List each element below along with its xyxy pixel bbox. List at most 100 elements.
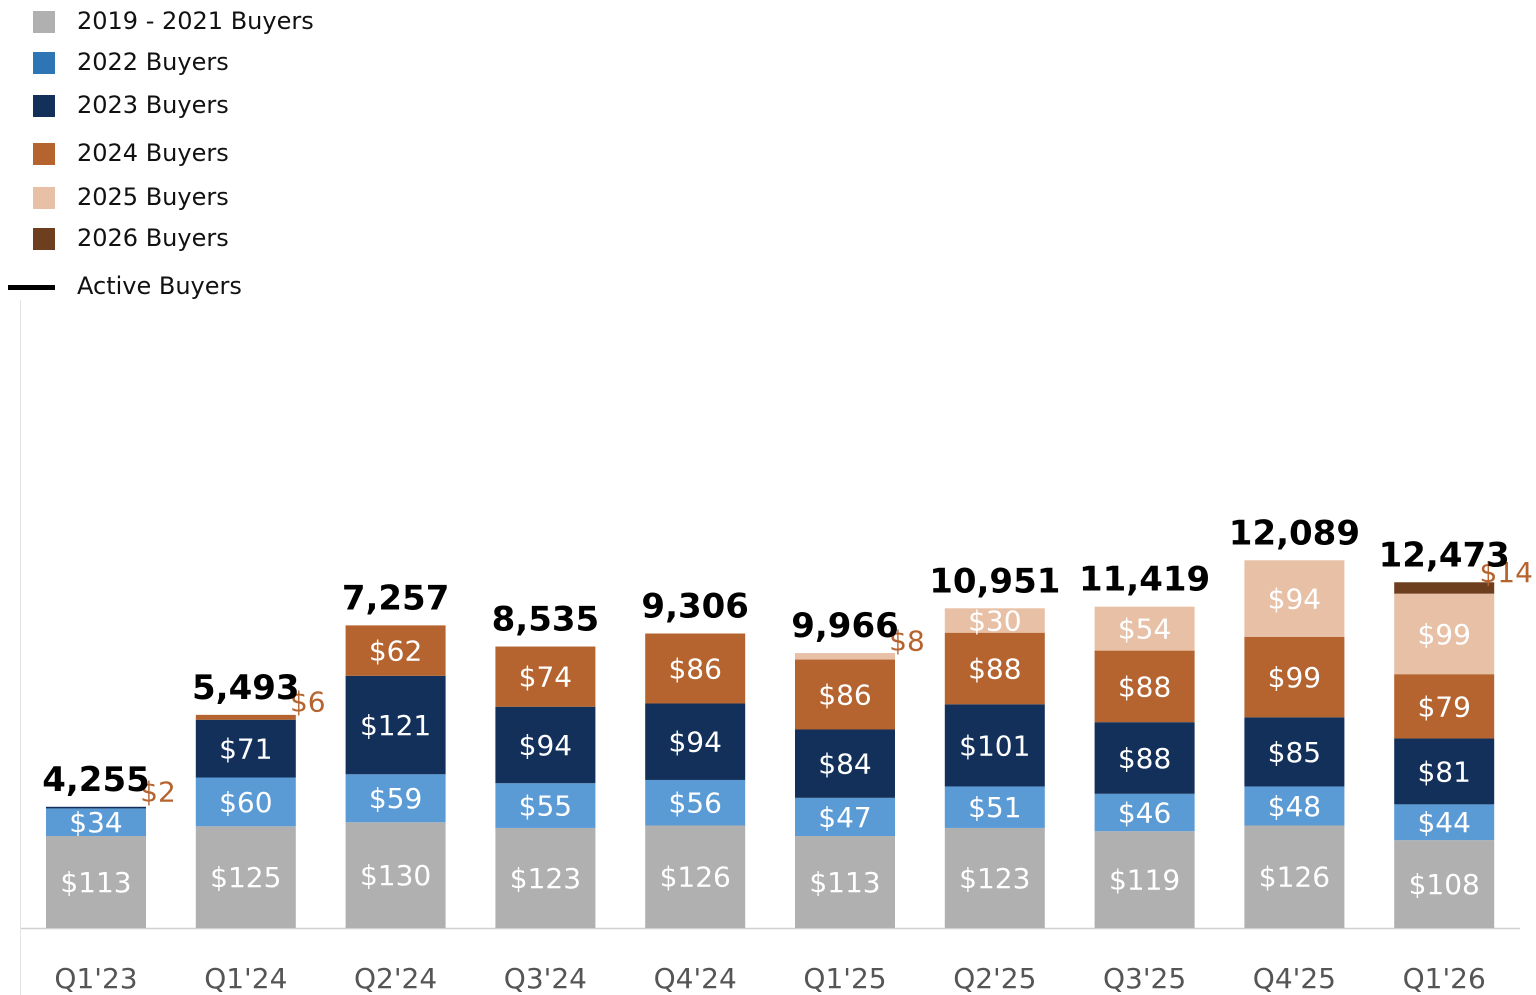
segment-label: $88 <box>1118 742 1171 775</box>
segment-label: $101 <box>959 729 1030 762</box>
segment-label: $86 <box>818 679 871 712</box>
segment-label: $46 <box>1118 796 1171 829</box>
segment-label: $60 <box>219 786 272 819</box>
bar-segment-q325-series-3 <box>1094 650 1195 723</box>
bar-segment-q123-series-1 <box>46 808 146 837</box>
bar-segment-q124-series-0 <box>195 826 296 928</box>
segment-label: $125 <box>210 861 281 894</box>
bar-segment-q125-series-0 <box>795 836 895 928</box>
segment-label: $47 <box>818 801 871 834</box>
bar-segment-q324-series-1 <box>495 783 596 828</box>
segment-label: $130 <box>360 859 431 892</box>
bar-segment-q124-series-3 <box>195 714 296 720</box>
x-tick-label: Q1'23 <box>54 962 137 995</box>
active-buyers-total-label: 9,966 <box>791 606 899 646</box>
bar-segment-q425-series-3 <box>1244 636 1345 718</box>
segment-label: $48 <box>1268 790 1321 823</box>
bar-segment-q126-series-3 <box>1394 674 1495 739</box>
bar-segment-q125-series-2 <box>795 729 895 798</box>
segment-label: $88 <box>968 652 1021 685</box>
segment-label: $84 <box>818 748 871 781</box>
bar-segment-q325-series-2 <box>1094 722 1195 794</box>
legend-label: 2026 Buyers <box>77 224 229 252</box>
bar-segment-q225-series-1 <box>944 786 1045 828</box>
segment-label: $54 <box>1118 613 1171 646</box>
segment-label: $86 <box>668 652 721 685</box>
active-buyers-total-label: 10,951 <box>929 561 1060 601</box>
segment-label: $126 <box>1259 861 1330 894</box>
segment-label: $14 <box>1479 556 1532 589</box>
bar-segment-q324-series-2 <box>495 706 596 784</box>
segment-label: $56 <box>668 787 721 820</box>
bar-segment-q124-series-1 <box>195 777 296 827</box>
active-buyers-total-label: 7,257 <box>342 578 450 618</box>
bar-segment-q324-series-0 <box>495 827 596 928</box>
bar-segment-q425-series-4 <box>1244 560 1345 637</box>
legend-label: 2019 - 2021 Buyers <box>77 7 314 35</box>
bar-segment-q225-series-4 <box>944 608 1045 633</box>
segment-label: $88 <box>1118 670 1171 703</box>
legend-label: 2025 Buyers <box>77 183 229 211</box>
segment-label: $123 <box>959 862 1030 895</box>
segment-label: $99 <box>1417 618 1470 651</box>
bar-segment-q425-series-0 <box>1244 825 1345 928</box>
bar-segment-q325-series-4 <box>1094 606 1195 651</box>
legend-swatch <box>33 143 55 165</box>
legend-label: 2024 Buyers <box>77 139 229 167</box>
bar-segment-q225-series-0 <box>944 827 1045 928</box>
active-buyers-total-label: 8,535 <box>492 600 600 640</box>
legend-swatch <box>33 95 55 117</box>
x-tick-label: Q3'25 <box>1103 962 1186 995</box>
segment-label: $74 <box>519 661 572 694</box>
bar-segment-q126-series-1 <box>1394 804 1495 841</box>
bar-segment-q125-series-3 <box>795 659 895 730</box>
legend-label: 2023 Buyers <box>77 91 229 119</box>
legend-swatch <box>33 52 55 74</box>
bar-segment-q126-series-2 <box>1394 738 1495 805</box>
legend-label: 2022 Buyers <box>77 48 229 76</box>
segment-label: $126 <box>660 861 731 894</box>
segment-label: $81 <box>1417 755 1470 788</box>
x-tick-label: Q1'26 <box>1403 962 1486 995</box>
bar-segment-q224-series-0 <box>345 822 446 928</box>
bar-segment-q224-series-3 <box>345 625 446 676</box>
active-buyers-total-label: 11,419 <box>1079 560 1210 600</box>
segment-label: $8 <box>889 624 925 657</box>
segment-label: $94 <box>519 729 572 762</box>
segment-label: $6 <box>290 685 326 718</box>
legend-swatch <box>33 11 55 33</box>
x-tick-label: Q2'25 <box>953 962 1036 995</box>
segment-label: $79 <box>1417 690 1470 723</box>
bar-segment-q425-series-1 <box>1244 786 1345 826</box>
legend-label: Active Buyers <box>77 272 242 300</box>
segment-label: $2 <box>140 776 176 809</box>
bar-segment-q324-series-3 <box>495 646 596 707</box>
active-buyers-total-label: 4,255 <box>42 760 150 800</box>
segment-label: $62 <box>369 635 422 668</box>
segment-label: $94 <box>1268 583 1321 616</box>
bar-segment-q325-series-1 <box>1094 793 1195 832</box>
active-buyers-total-label: 12,089 <box>1229 513 1360 553</box>
segment-label: $44 <box>1417 806 1470 839</box>
bar-segment-q224-series-1 <box>345 774 446 823</box>
x-tick-label: Q4'25 <box>1253 962 1336 995</box>
segment-label: $119 <box>1109 864 1180 897</box>
segment-label: $71 <box>219 733 272 766</box>
segment-label: $30 <box>968 604 1021 637</box>
bar-segment-q126-series-5 <box>1394 582 1495 594</box>
x-tick-label: Q1'25 <box>803 962 886 995</box>
segment-label: $34 <box>69 806 122 839</box>
bar-segment-q125-series-1 <box>795 797 895 837</box>
bar-segment-q424-series-2 <box>645 703 746 780</box>
bar-segment-q126-series-4 <box>1394 593 1495 675</box>
bar-segment-q424-series-3 <box>645 633 746 704</box>
segment-label: $113 <box>60 866 131 899</box>
segment-label: $51 <box>968 791 1021 824</box>
bar-segment-q125-series-4 <box>795 653 895 660</box>
bar-segment-q225-series-3 <box>944 632 1045 705</box>
x-tick-label: Q3'24 <box>504 962 587 995</box>
x-tick-label: Q1'24 <box>204 962 287 995</box>
active-buyers-total-label: 9,306 <box>641 587 749 627</box>
segment-label: $108 <box>1409 868 1480 901</box>
